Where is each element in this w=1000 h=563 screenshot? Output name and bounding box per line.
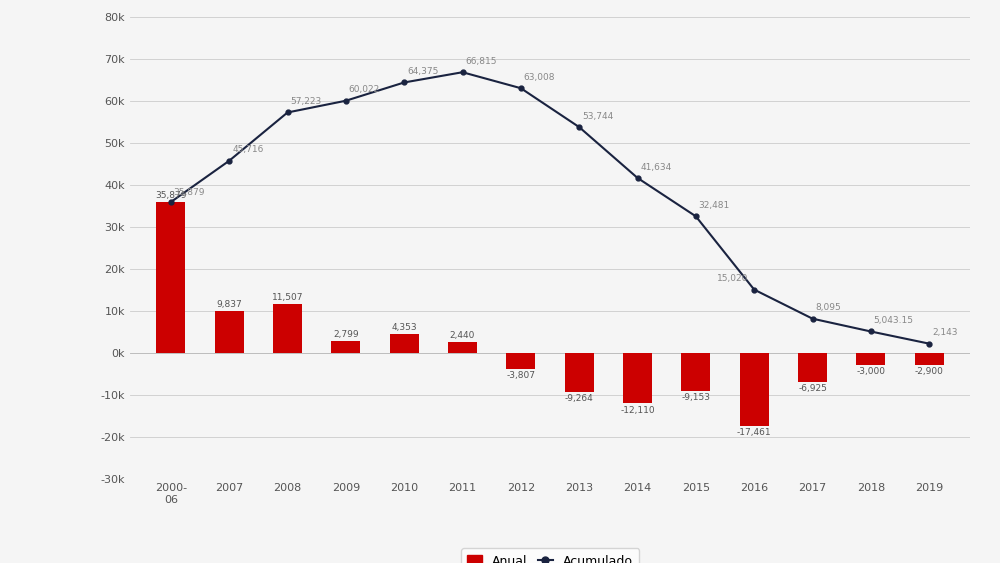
Text: 66,815: 66,815	[465, 57, 497, 66]
Bar	[331, 341, 360, 352]
Text: 35,879: 35,879	[174, 188, 205, 197]
Bar	[390, 334, 419, 352]
Text: 4,353: 4,353	[391, 323, 417, 332]
Text: 63,008: 63,008	[524, 73, 555, 82]
Text: -9,153: -9,153	[681, 393, 710, 402]
Text: 2,440: 2,440	[450, 331, 475, 340]
Text: 5,043.15: 5,043.15	[874, 316, 914, 325]
Text: 15,020: 15,020	[717, 274, 748, 283]
Legend: Anual, Acumulado: Anual, Acumulado	[461, 548, 639, 563]
Bar	[565, 352, 594, 391]
Text: 9,837: 9,837	[216, 300, 242, 309]
Text: -9,264: -9,264	[565, 394, 594, 403]
Text: -2,900: -2,900	[915, 367, 944, 376]
Text: 35,879: 35,879	[155, 191, 187, 200]
Text: 64,375: 64,375	[407, 67, 438, 76]
Text: 2,799: 2,799	[333, 330, 359, 339]
Bar	[448, 342, 477, 352]
Bar	[798, 352, 827, 382]
Bar	[273, 305, 302, 352]
Text: 57,223: 57,223	[290, 97, 322, 106]
Bar	[215, 311, 244, 352]
Bar	[740, 352, 769, 426]
Text: -3,807: -3,807	[506, 370, 535, 379]
Text: 45,716: 45,716	[232, 145, 263, 154]
Bar	[506, 352, 535, 369]
Text: -3,000: -3,000	[856, 367, 885, 376]
Text: 32,481: 32,481	[699, 201, 730, 210]
Text: -6,925: -6,925	[798, 384, 827, 393]
Bar	[681, 352, 710, 391]
Text: 41,634: 41,634	[640, 163, 672, 172]
Text: 60,022: 60,022	[349, 86, 380, 95]
Bar	[856, 352, 885, 365]
Bar	[915, 352, 944, 365]
Text: 11,507: 11,507	[272, 293, 303, 302]
Bar	[156, 202, 185, 352]
Bar	[623, 352, 652, 404]
Text: -12,110: -12,110	[620, 405, 655, 414]
Text: 2,143: 2,143	[932, 328, 958, 337]
Text: -17,461: -17,461	[737, 428, 771, 437]
Text: 8,095: 8,095	[815, 303, 841, 312]
Text: 53,744: 53,744	[582, 112, 613, 121]
